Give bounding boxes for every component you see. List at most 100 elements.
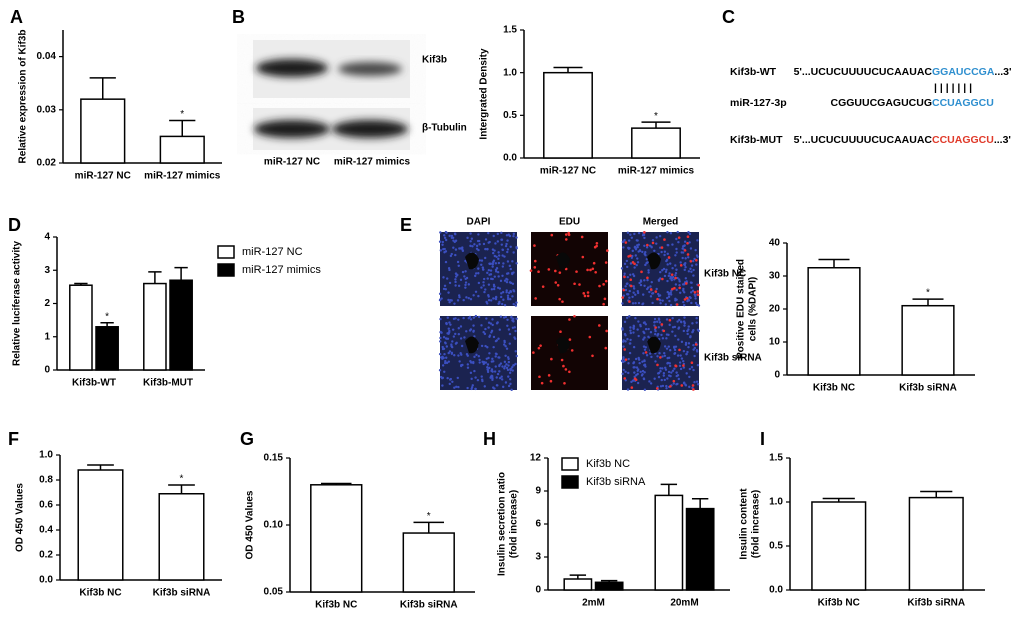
nucleus <box>492 287 496 291</box>
nucleus <box>682 287 685 291</box>
nucleus <box>687 231 690 234</box>
nucleus <box>643 364 646 367</box>
edu-cell <box>532 351 535 354</box>
error-bar <box>569 574 587 579</box>
nucleus <box>684 257 687 260</box>
nucleus <box>449 377 453 381</box>
nucleus <box>622 368 625 372</box>
nucleus <box>671 317 674 320</box>
nucleus <box>477 272 480 275</box>
nucleus <box>678 364 682 368</box>
nucleus <box>473 355 476 359</box>
nucleus <box>515 317 518 320</box>
nucleus <box>454 284 457 287</box>
bar <box>543 71 593 159</box>
nucleus <box>477 355 481 358</box>
nucleus <box>645 246 649 249</box>
nucleus <box>495 322 499 325</box>
nucleus <box>689 281 693 284</box>
nucleus <box>622 345 625 348</box>
edu-cell <box>550 233 554 237</box>
nucleus <box>664 303 668 306</box>
edu-cell <box>660 246 664 249</box>
nucleus <box>661 299 664 302</box>
nucleus <box>510 316 513 319</box>
nucleus <box>504 354 507 357</box>
nucleus <box>484 327 487 331</box>
nucleus <box>458 247 461 250</box>
nucleus <box>497 251 500 254</box>
nucleus <box>439 249 443 252</box>
nucleus <box>637 368 640 371</box>
nucleus <box>644 254 647 257</box>
nucleus <box>675 288 678 292</box>
x-tick-label: Kif3b siRNA <box>153 588 211 599</box>
nucleus <box>662 372 666 375</box>
nucleus <box>645 354 649 357</box>
nucleus <box>657 332 660 336</box>
tissue-gap <box>465 336 479 354</box>
nucleus <box>679 261 682 264</box>
nucleus <box>504 344 507 348</box>
nucleus <box>454 280 457 284</box>
nucleus <box>625 316 629 320</box>
edu-cell <box>561 300 564 303</box>
nucleus <box>457 385 460 389</box>
nucleus <box>484 344 487 348</box>
nucleus <box>673 348 677 352</box>
nucleus <box>491 378 494 382</box>
nucleus <box>498 376 502 380</box>
nucleus <box>635 263 638 267</box>
nucleus <box>459 337 463 340</box>
nucleus <box>477 315 481 319</box>
edu-cell <box>570 349 574 352</box>
nucleus <box>626 337 629 341</box>
nucleus <box>486 277 489 280</box>
edu-cell <box>591 354 594 358</box>
nucleus <box>509 378 512 381</box>
nucleus <box>633 371 636 374</box>
y-axis-label: (fold increase) <box>751 490 762 558</box>
nucleus <box>647 269 650 272</box>
nucleus <box>456 299 460 302</box>
sequence-site-line: CCUAGGCU <box>932 97 994 109</box>
nucleus <box>631 249 634 253</box>
nucleus <box>453 354 456 357</box>
nucleus <box>459 278 463 282</box>
nucleus <box>512 364 516 367</box>
bar <box>908 496 964 591</box>
nucleus <box>683 324 686 327</box>
nucleus <box>501 274 504 277</box>
nucleus <box>441 240 445 244</box>
nucleus <box>467 296 470 300</box>
bar <box>69 284 93 371</box>
error-bar <box>413 521 445 534</box>
edu-cell <box>603 297 607 301</box>
sequence: 5'...UCUCUUUUCUCAAUAC <box>794 66 933 78</box>
nucleus <box>480 375 483 378</box>
nucleus <box>448 301 451 304</box>
nucleus <box>656 355 659 358</box>
nucleus <box>506 278 509 281</box>
nucleus <box>627 293 630 296</box>
edu-cell <box>646 243 649 247</box>
nucleus <box>484 288 487 291</box>
y-tick-label: 0.10 <box>264 520 284 531</box>
nucleus <box>677 377 681 381</box>
edu-cell <box>623 348 626 351</box>
nucleus <box>661 384 665 388</box>
nucleus <box>447 360 451 363</box>
nucleus <box>464 281 468 284</box>
nucleus <box>469 328 473 331</box>
nucleus <box>514 350 517 353</box>
nucleus <box>499 295 503 299</box>
nucleus <box>457 332 461 336</box>
nucleus <box>500 231 503 235</box>
nucleus <box>474 376 477 379</box>
tissue-gap <box>465 252 479 270</box>
nucleus <box>474 387 477 391</box>
nucleus <box>697 304 701 307</box>
edu-cell <box>604 261 608 264</box>
nucleus <box>486 346 489 349</box>
edu-cell <box>578 283 581 286</box>
